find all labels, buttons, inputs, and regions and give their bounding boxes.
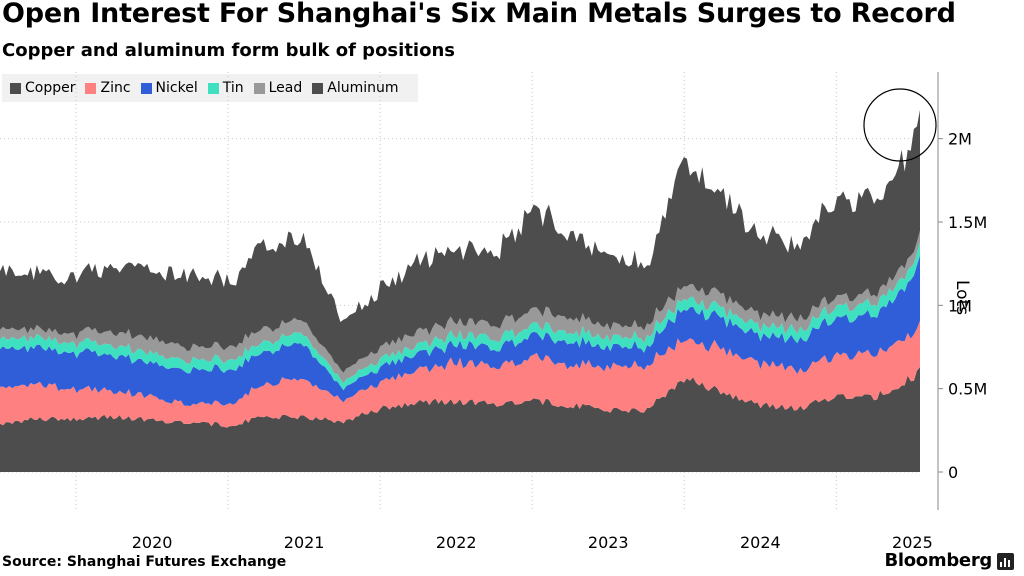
x-tick-label: 2023 xyxy=(588,533,629,552)
legend-swatch xyxy=(10,82,21,94)
x-tick-label: 2022 xyxy=(436,533,477,552)
series-area-copper xyxy=(0,367,920,472)
chart-subtitle: Copper and aluminum form bulk of positio… xyxy=(2,40,455,61)
series-area-nickel xyxy=(0,255,920,407)
legend-item-copper: Copper xyxy=(10,80,75,96)
legend-label: Lead xyxy=(268,80,303,96)
legend-swatch xyxy=(140,82,152,94)
x-tick-label: 2024 xyxy=(740,533,781,552)
legend-item-nickel: Nickel xyxy=(140,80,198,96)
series-area-aluminum xyxy=(0,109,920,373)
series-area-tin xyxy=(0,242,920,391)
legend-swatch xyxy=(253,82,265,94)
record-high-annotation xyxy=(863,88,937,162)
legend-item-lead: Lead xyxy=(253,80,303,96)
legend: Copper Zinc Nickel Tin Lead Aluminum xyxy=(2,74,418,102)
y-axis-label: Lots xyxy=(952,280,972,316)
legend-swatch xyxy=(207,82,219,94)
bloomberg-chart-icon xyxy=(997,553,1014,570)
x-tick-label: 2025 xyxy=(892,533,933,552)
chart-title: Open Interest For Shanghai's Six Main Me… xyxy=(2,0,956,29)
legend-label: Aluminum xyxy=(327,80,399,96)
y-tick-label: 0 xyxy=(948,463,958,482)
legend-item-aluminum: Aluminum xyxy=(312,80,399,96)
series-area-lead xyxy=(0,230,920,384)
legend-label: Zinc xyxy=(100,80,131,96)
legend-label: Copper xyxy=(25,80,76,96)
bloomberg-logo: Bloomberg xyxy=(884,550,992,571)
source-note: Source: Shanghai Futures Exchange xyxy=(2,554,287,570)
y-tick-label: 0.5M xyxy=(948,380,987,399)
y-tick-label: 1.5M xyxy=(948,213,987,232)
series-area-zinc xyxy=(0,320,920,428)
legend-swatch xyxy=(85,82,97,94)
legend-swatch xyxy=(312,82,324,94)
x-tick-label: 2020 xyxy=(132,533,173,552)
y-tick-label: 1M xyxy=(948,296,972,315)
x-tick-label: 2021 xyxy=(284,533,325,552)
legend-label: Nickel xyxy=(155,80,198,96)
legend-item-zinc: Zinc xyxy=(85,80,131,96)
y-tick-label: 2M xyxy=(948,130,972,149)
